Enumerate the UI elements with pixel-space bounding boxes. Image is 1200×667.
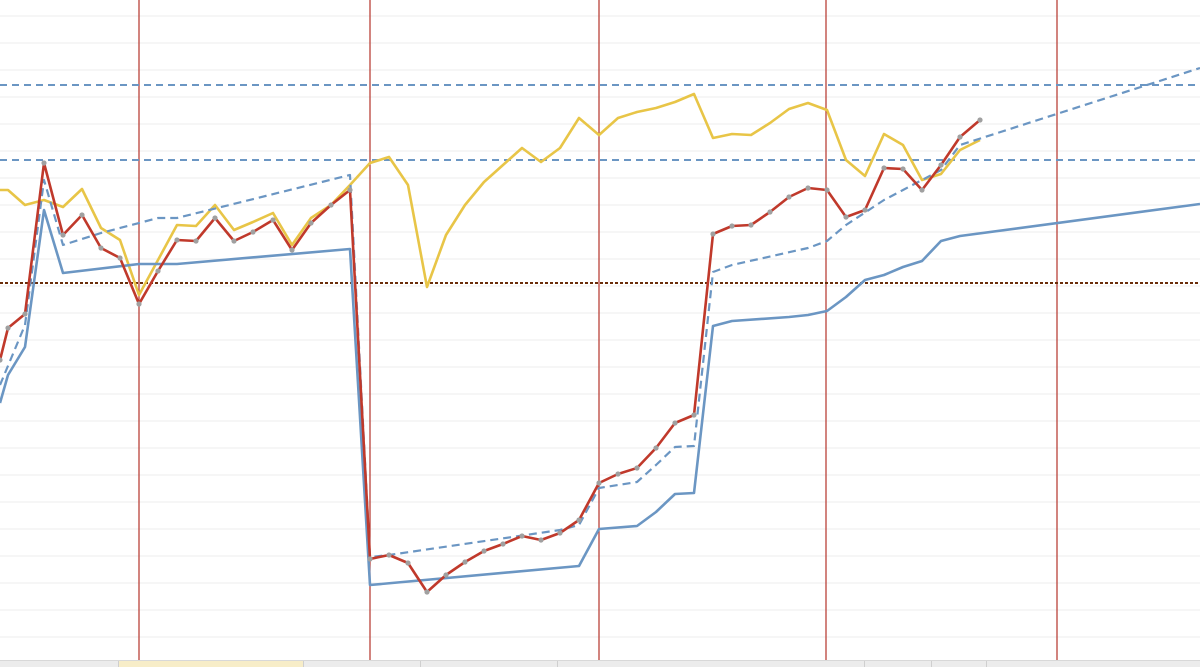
data-point xyxy=(748,222,754,228)
data-point xyxy=(212,215,218,221)
data-point xyxy=(270,217,276,223)
data-point xyxy=(193,238,199,244)
data-point xyxy=(805,185,811,191)
data-point xyxy=(60,232,66,238)
data-point xyxy=(538,537,544,543)
data-point xyxy=(308,220,314,226)
data-point xyxy=(250,229,256,235)
data-point xyxy=(596,480,602,486)
data-point xyxy=(824,187,830,193)
data-point xyxy=(615,471,621,477)
series-line xyxy=(0,92,981,297)
data-point xyxy=(79,212,85,218)
data-point xyxy=(729,223,735,229)
sheet-tabs xyxy=(0,660,1200,667)
data-point xyxy=(347,187,353,193)
data-point xyxy=(136,301,142,307)
data-point xyxy=(367,556,373,562)
data-point xyxy=(634,465,640,471)
tab[interactable] xyxy=(558,661,865,667)
data-point xyxy=(691,412,697,418)
data-point xyxy=(938,162,944,168)
tab[interactable] xyxy=(0,661,119,667)
data-point xyxy=(977,117,983,123)
data-point xyxy=(155,268,161,274)
data-point xyxy=(22,311,28,317)
data-point xyxy=(405,560,411,566)
tab[interactable] xyxy=(932,661,987,667)
data-point xyxy=(481,548,487,554)
data-point xyxy=(576,517,582,523)
data-point xyxy=(767,209,773,215)
data-point xyxy=(519,533,525,539)
data-point xyxy=(41,160,47,166)
data-point xyxy=(843,214,849,220)
data-point xyxy=(98,245,104,251)
data-point xyxy=(174,237,180,243)
data-point xyxy=(462,559,468,565)
data-point xyxy=(710,231,716,237)
data-point xyxy=(862,207,868,213)
data-point xyxy=(424,589,430,595)
data-point xyxy=(117,255,123,261)
data-point xyxy=(919,187,925,193)
data-point xyxy=(443,572,449,578)
data-point xyxy=(500,541,506,547)
data-point xyxy=(672,420,678,426)
data-point xyxy=(328,202,334,208)
data-point xyxy=(900,166,906,172)
data-point xyxy=(653,445,659,451)
series-line xyxy=(0,202,1200,587)
tab[interactable] xyxy=(865,661,932,667)
tab[interactable] xyxy=(421,661,558,667)
series-line xyxy=(0,66,1200,559)
data-point xyxy=(386,552,392,558)
data-point xyxy=(5,325,11,331)
series-line xyxy=(0,119,981,594)
data-point xyxy=(957,134,963,140)
data-point xyxy=(786,194,792,200)
data-point xyxy=(881,165,887,171)
tab[interactable] xyxy=(304,661,421,667)
data-point xyxy=(0,357,3,363)
data-point xyxy=(557,530,563,536)
tab[interactable] xyxy=(119,661,304,667)
data-point xyxy=(231,238,237,244)
data-point xyxy=(289,247,295,253)
